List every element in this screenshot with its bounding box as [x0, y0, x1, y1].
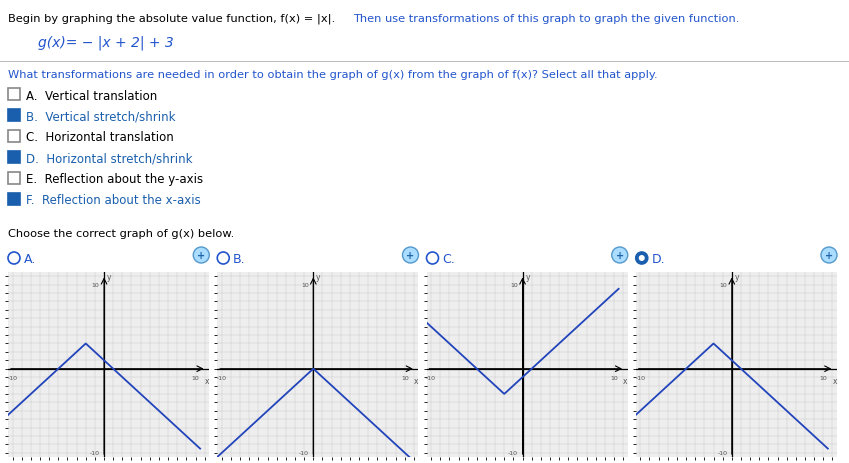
Text: -10: -10: [299, 450, 309, 455]
Text: 10: 10: [192, 375, 200, 381]
Text: 10: 10: [819, 375, 827, 381]
FancyBboxPatch shape: [8, 173, 20, 185]
Text: -10: -10: [426, 375, 436, 381]
Text: -10: -10: [717, 450, 728, 455]
Text: D.  Horizontal stretch/shrink: D. Horizontal stretch/shrink: [26, 152, 193, 165]
Text: +: +: [825, 251, 833, 261]
Text: A.  Vertical translation: A. Vertical translation: [26, 89, 157, 102]
FancyBboxPatch shape: [8, 152, 20, 163]
Text: D.: D.: [652, 253, 666, 266]
Text: -10: -10: [216, 375, 227, 381]
Circle shape: [821, 247, 837, 263]
Text: B.: B.: [233, 253, 246, 266]
Circle shape: [426, 252, 438, 264]
Text: B.  Vertical stretch/shrink: B. Vertical stretch/shrink: [26, 110, 176, 123]
Circle shape: [612, 247, 627, 263]
Text: E.  Reflection about the y-axis: E. Reflection about the y-axis: [26, 173, 203, 186]
Text: +: +: [407, 251, 414, 261]
Circle shape: [194, 247, 209, 263]
Text: y: y: [107, 272, 111, 281]
Text: +: +: [616, 251, 624, 261]
Text: g(x)= − |x + 2| + 3: g(x)= − |x + 2| + 3: [38, 36, 174, 50]
Text: 10: 10: [301, 282, 309, 288]
Text: -10: -10: [89, 450, 99, 455]
Text: 10: 10: [719, 282, 728, 288]
Text: Then use transformations of this graph to graph the given function.: Then use transformations of this graph t…: [353, 14, 739, 24]
Text: C.  Horizontal translation: C. Horizontal translation: [26, 131, 174, 144]
Text: +: +: [197, 251, 205, 261]
FancyBboxPatch shape: [8, 131, 20, 143]
Text: -10: -10: [635, 375, 645, 381]
Text: What transformations are needed in order to obtain the graph of g(x) from the gr: What transformations are needed in order…: [8, 70, 658, 80]
Text: 10: 10: [401, 375, 408, 381]
Text: y: y: [526, 272, 530, 281]
FancyBboxPatch shape: [8, 89, 20, 101]
Text: x: x: [205, 376, 209, 385]
Text: Begin by graphing the absolute value function, f(x) = |x|.: Begin by graphing the absolute value fun…: [8, 14, 339, 25]
Text: -10: -10: [8, 375, 18, 381]
Text: 10: 10: [510, 282, 518, 288]
Circle shape: [8, 252, 20, 264]
Circle shape: [636, 252, 648, 264]
Text: -10: -10: [508, 450, 518, 455]
Text: x: x: [623, 376, 627, 385]
Text: y: y: [316, 272, 321, 281]
Circle shape: [638, 256, 644, 262]
Text: Choose the correct graph of g(x) below.: Choose the correct graph of g(x) below.: [8, 229, 234, 238]
Text: 10: 10: [610, 375, 618, 381]
Circle shape: [217, 252, 229, 264]
Text: x: x: [832, 376, 837, 385]
Circle shape: [402, 247, 419, 263]
FancyBboxPatch shape: [8, 110, 20, 122]
Text: y: y: [734, 272, 739, 281]
Text: F.  Reflection about the x-axis: F. Reflection about the x-axis: [26, 194, 200, 207]
Text: C.: C.: [442, 253, 455, 266]
Text: A.: A.: [24, 253, 37, 266]
FancyBboxPatch shape: [8, 194, 20, 206]
Text: x: x: [414, 376, 419, 385]
Text: 10: 10: [92, 282, 99, 288]
